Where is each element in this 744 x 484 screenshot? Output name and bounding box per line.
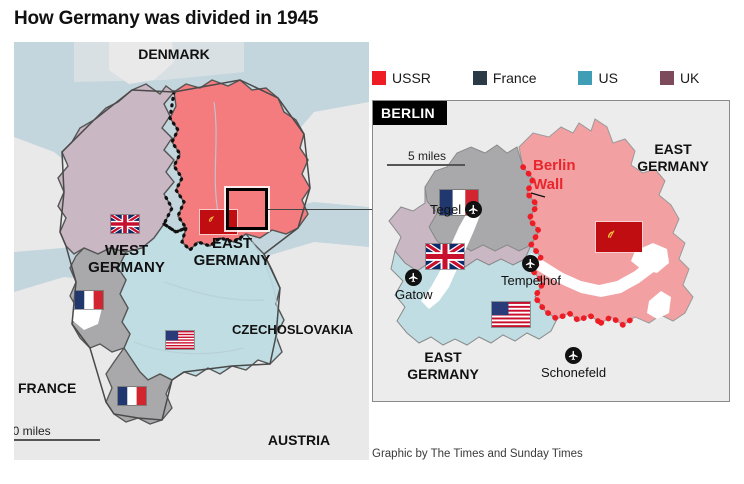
legend-item-ussr: USSR: [372, 70, 431, 86]
inset-label-east-germany-bottom: EAST GERMANY: [407, 349, 479, 382]
france-flag-south: [117, 386, 147, 406]
legend-swatch-uk: [659, 71, 674, 85]
main-map-scale-rule: [14, 439, 100, 441]
legend-swatch-ussr: [372, 71, 386, 85]
us-flag-berlin: [491, 301, 531, 328]
berlin-scalebar: 5 miles: [387, 149, 467, 166]
legend: USSR France US UK: [372, 70, 699, 86]
legend-item-france: France: [472, 70, 537, 86]
legend-swatch-us: [578, 71, 593, 85]
main-map-graphic: [14, 42, 369, 460]
berlin-callout-box: [226, 188, 268, 230]
ussr-flag-berlin: [595, 221, 643, 253]
uk-flag-berlin: [425, 243, 465, 270]
main-map-germany: DENMARK WEST GERMANY EAST GERMANY CZECHO…: [14, 42, 369, 460]
airplane-icon: [522, 255, 540, 272]
inset-label-east-germany-right: EAST GERMANY: [637, 141, 709, 174]
france-flag-north: [74, 290, 104, 310]
legend-item-us: US: [578, 70, 618, 86]
main-map-scale-label: 00 miles: [14, 424, 51, 438]
legend-label-ussr: USSR: [392, 70, 431, 86]
main-map-scalebar: 00 miles: [14, 424, 100, 441]
airport-gatow: Gatow: [395, 269, 433, 302]
berlin-wall-label: Berlin Wall: [533, 157, 576, 193]
legend-label-uk: UK: [679, 70, 700, 86]
credit-line: Graphic by The Times and Sunday Times: [372, 448, 583, 460]
airport-gatow-label: Gatow: [395, 287, 433, 302]
airport-tegel: Tegel: [430, 201, 483, 218]
airplane-icon: [565, 347, 583, 364]
page-title: How Germany was divided in 1945: [14, 8, 319, 29]
airport-schonefeld-label: Schonefeld: [541, 365, 607, 380]
airport-tegel-label: Tegel: [430, 202, 462, 217]
berlin-inset-tag: BERLIN: [373, 101, 447, 125]
legend-swatch-france: [472, 71, 487, 85]
ussr-flag: [199, 209, 238, 235]
legend-label-us: US: [598, 70, 618, 86]
uk-flag: [110, 214, 140, 234]
berlin-inset-map: BERLIN 5 miles Berlin Wall EAST GERMANY …: [372, 100, 730, 402]
us-flag: [165, 330, 195, 350]
airplane-icon: [465, 201, 483, 218]
airport-schonefeld: Schonefeld: [541, 347, 606, 380]
airplane-icon: [405, 269, 423, 286]
airport-tempelhof-label: Tempelhof: [501, 273, 561, 288]
legend-item-uk: UK: [659, 70, 700, 86]
airport-tempelhof: Tempelhof: [501, 255, 561, 288]
berlin-scale-label: 5 miles: [407, 149, 446, 163]
callout-leader-line: [268, 209, 374, 210]
berlin-scale-rule: [387, 164, 465, 166]
legend-label-france: France: [492, 70, 537, 86]
